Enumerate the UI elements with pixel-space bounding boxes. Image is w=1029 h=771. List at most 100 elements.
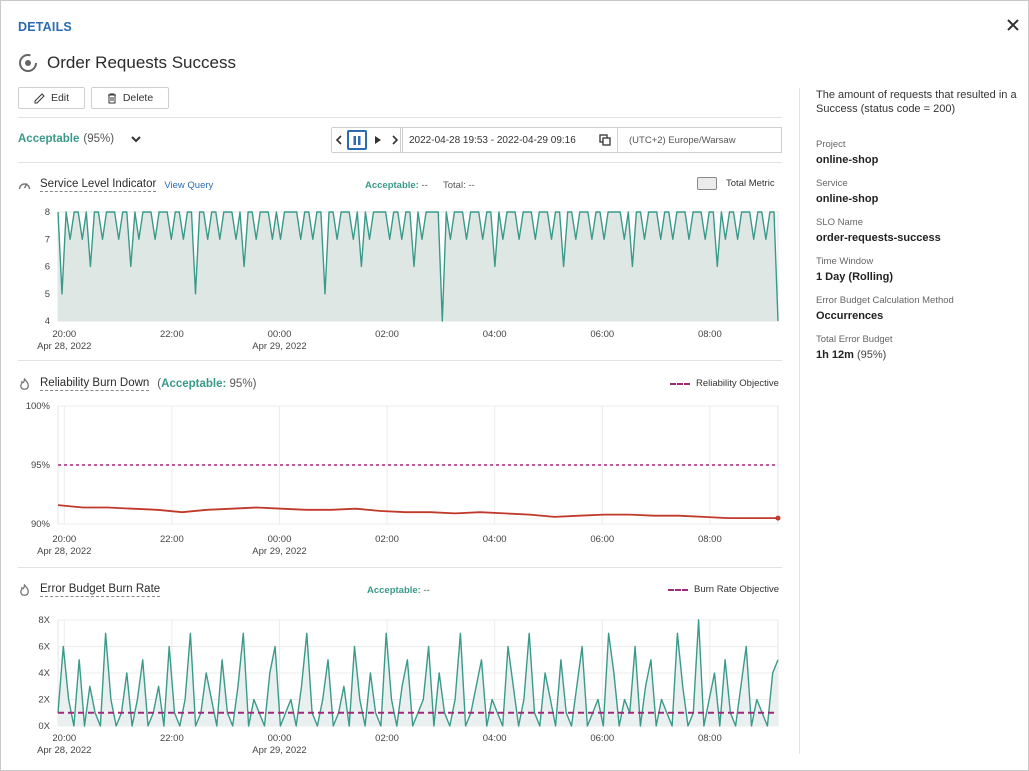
speedometer-icon <box>18 182 31 189</box>
burnrate-legend-label: Burn Rate Objective <box>694 584 780 595</box>
slo-property-label: SLO Name <box>816 217 863 228</box>
sli-legend-label: Total Metric <box>726 178 775 189</box>
burndown-legend-label: Reliability Objective <box>696 378 779 389</box>
chevron-right-icon <box>392 135 399 145</box>
flame-icon <box>20 583 29 596</box>
slo-property-value: 1 Day (Rolling) <box>816 271 894 283</box>
y-tick-label: 2X <box>38 695 50 706</box>
y-tick-label: 100% <box>26 401 51 412</box>
x-tick-label: 20:00 <box>52 329 76 340</box>
x-tick-label: 22:00 <box>160 329 184 340</box>
x-tick-label: 04:00 <box>483 733 507 744</box>
slo-property-value: 1h 12m (95%) <box>816 349 887 361</box>
sli-acceptable-value: -- <box>421 180 428 191</box>
y-tick-label: 6 <box>45 262 50 273</box>
legend-dash <box>668 588 688 591</box>
series-line <box>57 211 779 322</box>
y-tick-label: 8 <box>45 207 50 218</box>
series-area <box>58 212 778 321</box>
x-tick-label: 04:00 <box>483 329 507 340</box>
delete-button[interactable]: Delete <box>91 87 169 109</box>
pause-icon <box>353 135 361 145</box>
pause-button[interactable] <box>347 130 367 150</box>
slo-info-sidebar: The amount of requests that resulted in … <box>816 88 1021 373</box>
slo-property: Time Window 1 Day (Rolling) <box>816 256 1021 283</box>
slo-property: Total Error Budget 1h 12m (95%) <box>816 334 1021 361</box>
sli-title[interactable]: Service Level Indicator <box>40 178 157 192</box>
slo-property-value: Occurrences <box>816 310 884 322</box>
x-tick-date-label: Apr 29, 2022 <box>252 341 306 352</box>
slo-property: Error Budget Calculation Method Occurrenc… <box>816 295 1021 322</box>
burndown-title[interactable]: Reliability Burn Down <box>40 377 150 391</box>
burnrate-acceptable-label: Acceptable: <box>367 585 421 596</box>
prev-button[interactable] <box>332 128 346 152</box>
copy-icon[interactable] <box>599 134 611 146</box>
page-title: Order Requests Success <box>47 53 236 72</box>
slo-property-label: Project <box>816 139 846 150</box>
y-tick-label: 90% <box>31 519 51 530</box>
slo-properties: Project online-shop Service online-shop SLO … <box>816 139 1021 361</box>
timezone-select[interactable]: (UTC+2) Europe/Warsaw <box>617 127 782 153</box>
x-tick-label: 06:00 <box>590 329 614 340</box>
status-label: Acceptable <box>18 133 80 145</box>
status-percent: (95%) <box>83 133 115 145</box>
date-range-picker[interactable]: 2022-04-28 19:53 - 2022-04-29 09:16 <box>400 127 618 153</box>
close-button[interactable] <box>1003 16 1023 36</box>
x-tick-label: 08:00 <box>698 534 722 545</box>
sli-header: Service Level Indicator View Query <box>18 178 213 192</box>
x-tick-label: 02:00 <box>375 534 399 545</box>
y-tick-label: 8X <box>38 615 50 626</box>
y-tick-label: 4 <box>45 316 50 327</box>
x-tick-date-label: Apr 29, 2022 <box>252 745 306 756</box>
slo-property-extra: (95%) <box>853 349 887 361</box>
divider <box>18 360 782 361</box>
y-tick-label: 6X <box>38 642 50 653</box>
series-line <box>57 504 778 519</box>
burnrate-title[interactable]: Error Budget Burn Rate <box>40 583 161 597</box>
close-icon <box>1007 19 1019 31</box>
next-button[interactable] <box>388 128 402 152</box>
burnrate-legend[interactable]: Burn Rate Objective <box>668 584 779 595</box>
x-tick-label: 08:00 <box>698 733 722 744</box>
burndown-acceptable: (Acceptable: 95%) <box>157 378 257 390</box>
x-tick-label: 22:00 <box>160 534 184 545</box>
divider <box>18 567 782 568</box>
play-icon <box>375 136 381 144</box>
sli-acceptable: Acceptable: -- <box>365 180 428 191</box>
y-tick-label: 95% <box>31 460 51 471</box>
x-tick-label: 02:00 <box>375 329 399 340</box>
y-tick-label: 0X <box>38 721 50 732</box>
x-tick-label: 22:00 <box>160 733 184 744</box>
burndown-header: Reliability Burn Down (Acceptable: 95%) <box>18 377 256 391</box>
playback-controls <box>331 127 403 153</box>
date-range-value: 2022-04-28 19:53 - 2022-04-29 09:16 <box>409 134 576 146</box>
legend-dash <box>670 382 690 385</box>
play-button[interactable] <box>368 128 388 152</box>
burndown-acceptable-value: 95% <box>229 378 253 390</box>
y-tick-label: 5 <box>45 289 50 300</box>
sidebar-divider <box>799 88 800 754</box>
details-label: DETAILS <box>18 20 72 34</box>
y-tick-label: 4X <box>38 668 50 679</box>
x-tick-label: 02:00 <box>375 733 399 744</box>
x-tick-label: 00:00 <box>268 733 292 744</box>
slo-property-value: online-shop <box>816 154 879 166</box>
x-tick-label: 08:00 <box>698 329 722 340</box>
divider <box>18 117 782 118</box>
chevron-down-icon[interactable] <box>130 133 142 145</box>
x-tick-label: 20:00 <box>52 733 76 744</box>
view-query-link[interactable]: View Query <box>164 179 214 191</box>
pencil-icon <box>34 92 45 103</box>
sli-total-label: Total: <box>443 180 466 191</box>
series-end-point <box>775 515 781 521</box>
trash-icon <box>107 93 116 103</box>
edit-button[interactable]: Edit <box>18 87 85 109</box>
burndown-legend[interactable]: Reliability Objective <box>670 378 779 389</box>
slo-property: Project online-shop <box>816 139 1021 166</box>
sli-legend[interactable]: Total Metric <box>697 177 775 190</box>
slo-property: Service online-shop <box>816 178 1021 205</box>
delete-button-label: Delete <box>122 92 154 104</box>
slo-description: The amount of requests that resulted in … <box>816 89 1017 115</box>
